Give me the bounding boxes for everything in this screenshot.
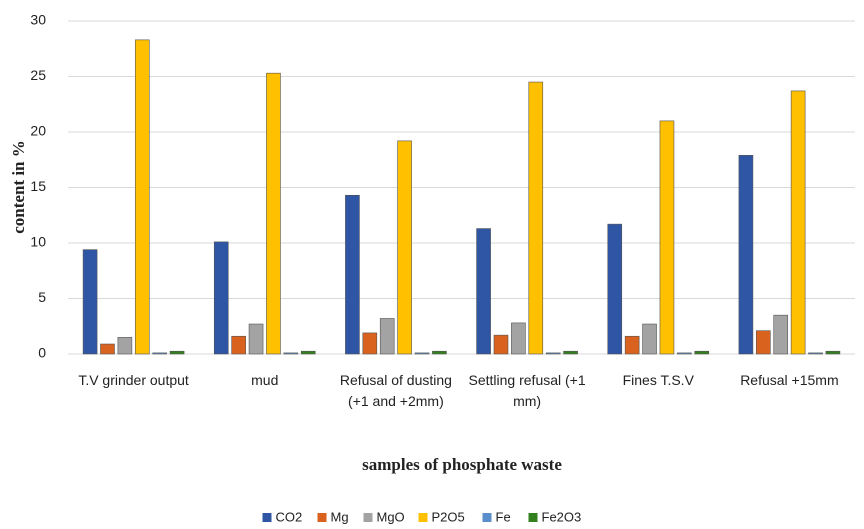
legend-label: Fe [496,509,511,524]
bar [738,155,754,355]
x-tick-label: T.V grinder output [78,372,189,388]
bar [659,120,675,355]
bar [117,337,133,355]
bar [493,334,509,355]
legend-swatch [482,513,492,522]
bar [756,330,771,355]
bar [300,350,316,355]
legend-label: Fe2O3 [542,509,582,524]
bar [528,81,544,355]
bar [152,352,167,355]
bar [825,350,841,355]
y-axis-title: content in % [9,140,28,234]
bar [624,335,640,355]
bar [790,90,806,355]
x-tick-label: Settling refusal (+1 mm) [468,372,586,409]
y-tick-label: 15 [30,178,46,194]
bar [266,72,281,355]
bar [231,335,246,355]
y-tick-label: 10 [30,234,46,250]
bar [642,323,657,355]
legend-swatch [528,513,538,522]
bar [677,352,692,355]
y-tick-label: 20 [30,123,46,139]
legend-label: Mg [331,509,349,524]
bar [248,323,264,355]
legend-label: CO2 [276,509,303,524]
bar [545,352,561,355]
bar [476,228,491,355]
bar [397,140,412,355]
legend-swatch [418,513,428,522]
x-tick-label: Fines T.S.V [622,372,694,388]
legend-swatch [262,513,272,522]
y-tick-label: 5 [38,289,46,305]
bar [808,352,823,355]
bar [379,318,395,355]
bar [414,352,430,355]
bar [511,322,526,355]
bar [362,332,378,355]
bar [773,314,789,355]
legend-swatch [317,513,327,522]
bar [694,350,710,355]
bar [134,39,150,355]
legend-swatch [363,513,373,522]
bar [345,194,360,355]
bar [432,350,447,355]
bar [607,223,623,355]
y-tick-label: 0 [38,345,46,361]
legend-label: P2O5 [432,509,465,524]
bar [82,249,98,355]
bar [100,343,115,355]
x-tick-label: Refusal +15mm [740,372,839,388]
x-tick-label: Refusal of dusting (+1 and +2mm) [339,372,452,409]
x-tick-label: mud [251,372,279,388]
bar [213,241,229,355]
y-tick-label: 30 [30,12,46,28]
y-tick-label: 25 [30,67,46,83]
bar [283,352,299,355]
x-axis-title: samples of phosphate waste [362,455,562,474]
bar [169,350,185,355]
bar [563,350,578,355]
legend-label: MgO [377,509,405,524]
